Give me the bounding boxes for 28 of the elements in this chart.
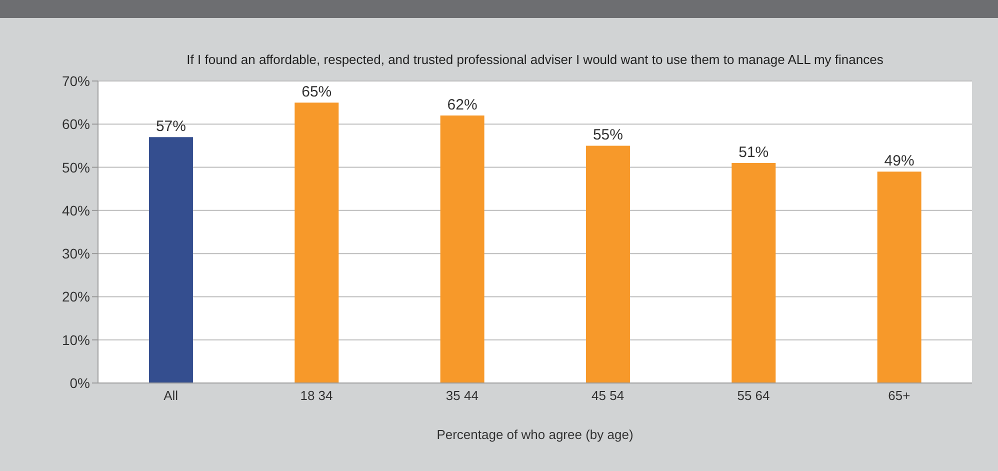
data-label: 57% xyxy=(156,118,186,136)
x-tick-label: 18 34 xyxy=(300,388,333,404)
bar xyxy=(877,172,922,383)
y-tick-label: 10% xyxy=(62,332,90,348)
x-axis-title: Percentage of who agree (by age) xyxy=(436,427,634,442)
y-tick-label: 50% xyxy=(62,159,90,176)
x-tick-label: 45 54 xyxy=(592,388,624,404)
y-tick-label: 0% xyxy=(70,374,90,391)
data-label: 51% xyxy=(738,144,769,161)
x-tick-label: 35 44 xyxy=(446,388,478,404)
y-tick-label: 30% xyxy=(62,246,90,262)
chart-title: If I found an affordable, respected, and trusted professional adviser I would want to use them to manage ALL my finances xyxy=(186,52,884,67)
data-label: 49% xyxy=(884,152,914,170)
x-tick-label: 55 64 xyxy=(737,388,770,404)
y-tick-label: 70% xyxy=(62,72,90,89)
y-tick-label: 20% xyxy=(62,288,90,305)
bar xyxy=(440,116,484,383)
x-tick-label: 65+ xyxy=(888,388,910,404)
data-label: 62% xyxy=(447,96,478,114)
data-label: 55% xyxy=(592,126,623,144)
bar xyxy=(148,137,193,383)
data-label: 65% xyxy=(302,84,332,101)
y-tick-label: 60% xyxy=(62,116,90,132)
bar xyxy=(586,146,630,383)
bar xyxy=(294,102,339,383)
bar xyxy=(732,162,776,383)
x-tick-label: All xyxy=(164,388,178,404)
y-tick-label: 40% xyxy=(62,202,90,218)
